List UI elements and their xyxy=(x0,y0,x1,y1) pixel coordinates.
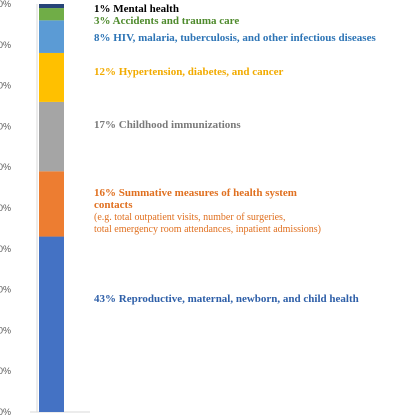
y-tick-label: 40% xyxy=(0,244,11,254)
bar-segment xyxy=(39,8,64,21)
segment-label: 43% Reproductive, maternal, newborn, and… xyxy=(94,293,359,305)
bar-segment xyxy=(39,236,64,412)
segment-label: 17% Childhood immunizations xyxy=(94,119,241,131)
y-tick-label: 70% xyxy=(0,121,11,131)
bar-segment xyxy=(39,20,64,53)
y-tick-label: 50% xyxy=(0,203,11,213)
segment-label: 1% Mental health xyxy=(94,3,179,15)
y-tick-label: 30% xyxy=(0,285,11,295)
bar-segment xyxy=(39,52,64,102)
y-tick-label: 20% xyxy=(0,325,11,335)
bar-segment xyxy=(39,101,64,172)
bar-segments xyxy=(39,4,64,412)
segment-label: 12% Hypertension, diabetes, and cancer xyxy=(94,66,284,78)
segment-label: 8% HIV, malaria, tuberculosis, and other… xyxy=(94,32,376,44)
y-tick-label: 60% xyxy=(0,162,11,172)
segment-labels: 43% Reproductive, maternal, newborn, and… xyxy=(94,3,376,305)
segment-label: 16% Summative measures of health system c… xyxy=(94,187,321,235)
y-tick-label: 0% xyxy=(0,407,11,417)
bar-segment xyxy=(39,171,64,237)
y-tick-labels: 0% 10% 20% 30% 40% 50% 60% 70% 80% 90% 100% xyxy=(0,0,11,417)
segment-label: 3% Accidents and trauma care xyxy=(94,15,239,27)
bar-segment xyxy=(39,4,64,9)
y-tick-label: 100% xyxy=(0,0,11,9)
y-tick-label: 10% xyxy=(0,366,11,376)
y-tick-label: 90% xyxy=(0,40,11,50)
y-tick-label: 80% xyxy=(0,81,11,91)
